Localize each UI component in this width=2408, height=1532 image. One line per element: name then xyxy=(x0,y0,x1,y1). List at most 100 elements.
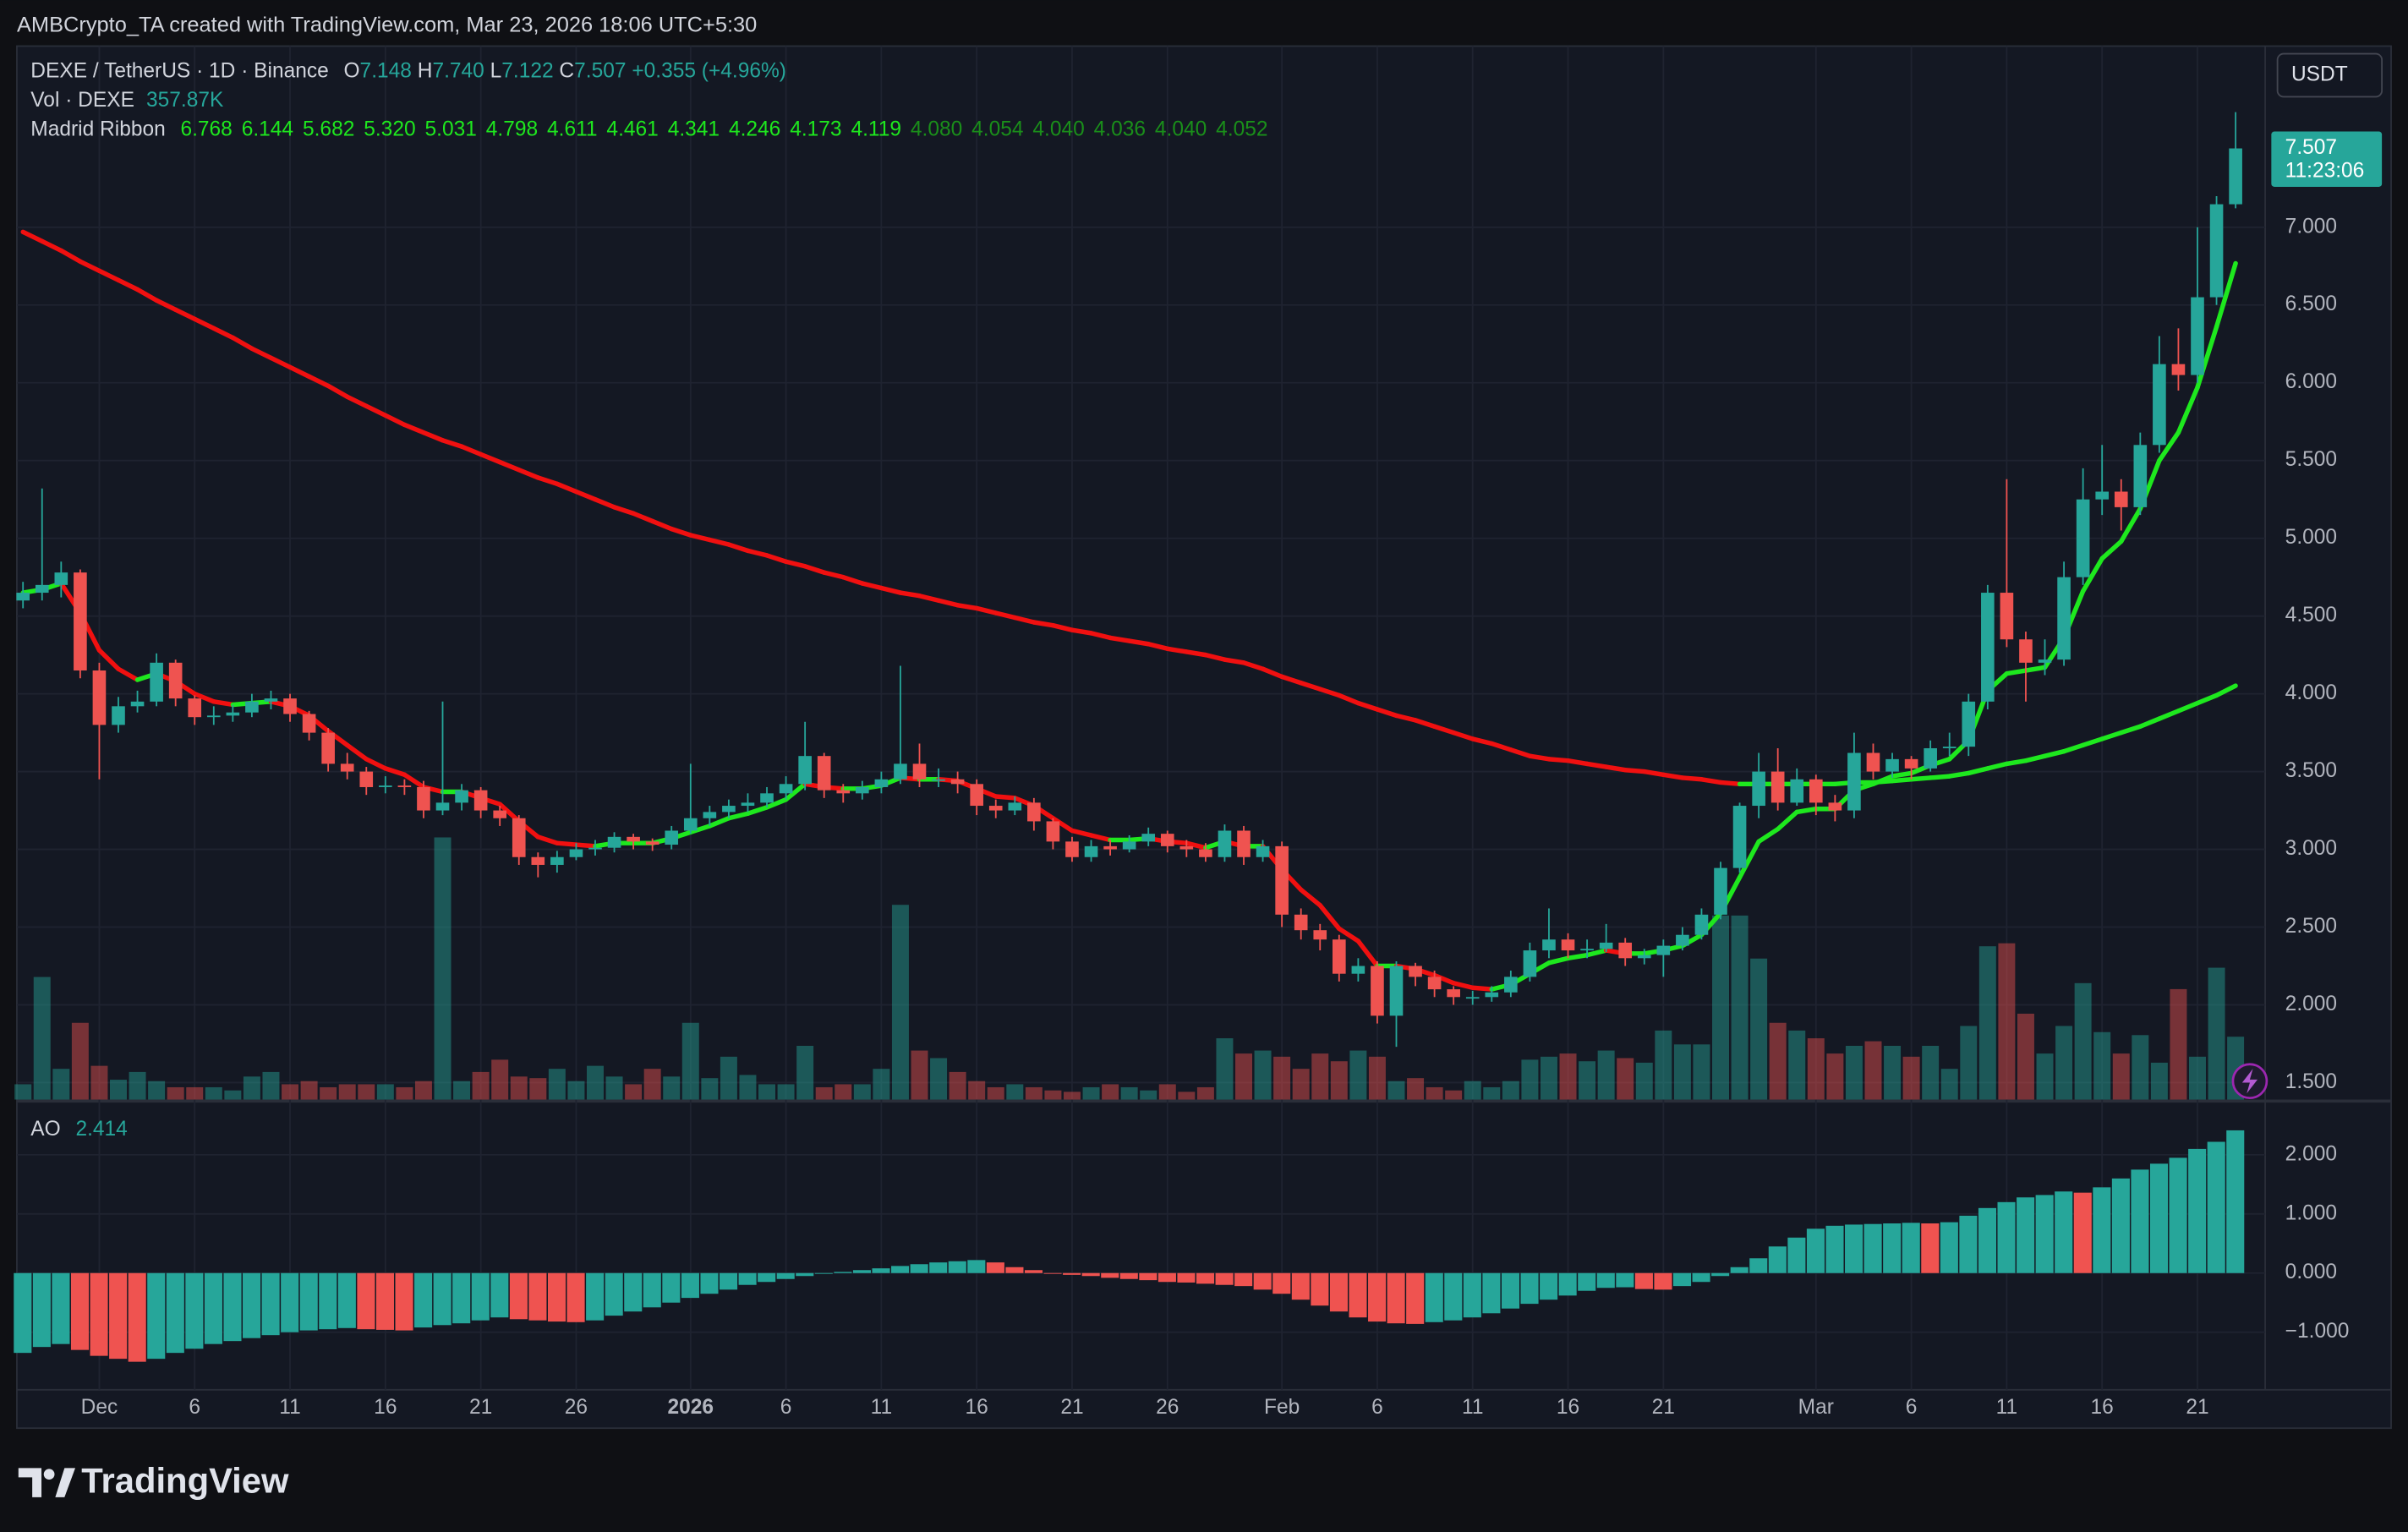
volume-bar xyxy=(1483,1086,1501,1100)
ribbon-line xyxy=(745,805,769,816)
candle-body xyxy=(264,698,278,702)
ribbon-line xyxy=(573,842,598,849)
legend-letter: O xyxy=(343,60,359,83)
volume-bar xyxy=(1978,946,1996,1100)
ao-bar xyxy=(357,1272,375,1330)
ao-bar xyxy=(52,1272,70,1344)
volume-bar xyxy=(1311,1053,1329,1100)
candle-body xyxy=(1542,939,1556,951)
ao-bar xyxy=(2055,1191,2073,1273)
ao-bar xyxy=(1043,1272,1062,1274)
volume-bar xyxy=(110,1080,127,1100)
ao-bar xyxy=(281,1272,299,1332)
ribbon-line xyxy=(1584,948,1609,958)
ao-value: 2.414 xyxy=(75,1118,127,1141)
ribbon-line xyxy=(1355,700,1380,712)
candle-body xyxy=(1027,802,1041,822)
candle-body xyxy=(1389,966,1404,1016)
ribbon-line xyxy=(2099,730,2124,741)
ribbon-line xyxy=(497,459,522,473)
ribbon-line xyxy=(1355,938,1380,969)
ribbon-line xyxy=(2099,539,2124,561)
ribbon-line xyxy=(611,505,636,516)
candle-body xyxy=(665,830,679,845)
candle-body xyxy=(988,806,1003,811)
volume-bar xyxy=(510,1076,528,1100)
ao-bar xyxy=(1101,1272,1119,1278)
candle-body xyxy=(1333,939,1346,974)
y-tick-label: 5.000 xyxy=(2285,526,2337,549)
volume-bar xyxy=(891,905,909,1100)
ao-bar xyxy=(433,1272,452,1326)
y-tick-label: 6.000 xyxy=(2285,370,2337,393)
candle-body xyxy=(1962,701,1976,747)
attribution: AMBCrypto_TA created with TradingView.co… xyxy=(17,14,757,37)
volume-bar xyxy=(453,1081,471,1100)
ribbon-value: 4.246 xyxy=(729,118,780,141)
volume-bar xyxy=(1445,1090,1463,1100)
x-tick-label: 21 xyxy=(1060,1396,1083,1419)
candle-body xyxy=(1351,966,1365,974)
candle-body xyxy=(932,779,945,781)
candle-body xyxy=(1599,942,1613,949)
currency-label[interactable]: USDT xyxy=(2291,63,2348,86)
ao-bar xyxy=(1177,1272,1196,1283)
candle-body xyxy=(16,593,30,601)
volume-bar xyxy=(90,1065,108,1100)
candle-body xyxy=(226,712,240,716)
volume-bar xyxy=(1235,1053,1253,1100)
ribbon-line xyxy=(1260,666,1284,680)
ribbon-line xyxy=(1413,718,1437,729)
candle-body xyxy=(836,790,851,794)
ribbon-line xyxy=(2137,716,2162,729)
ribbon-line xyxy=(2195,692,2219,706)
ribbon-line xyxy=(974,605,999,616)
candle-body xyxy=(493,810,506,818)
volume-bar xyxy=(2150,1062,2168,1100)
y-tick-label: 3.500 xyxy=(2285,759,2337,782)
ribbon-line xyxy=(2080,736,2104,748)
ribbon-line xyxy=(1088,631,1113,641)
legend-open: 7.148 xyxy=(360,60,412,83)
candle-body xyxy=(2191,297,2204,375)
volume-bar xyxy=(1254,1050,1272,1100)
ribbon-line xyxy=(2214,683,2238,698)
ribbon-line xyxy=(1337,692,1361,706)
ribbon-line xyxy=(1546,757,1571,763)
volume-bar xyxy=(2189,1056,2206,1100)
ribbon-line xyxy=(1203,652,1228,662)
candle-body xyxy=(1885,758,1899,772)
ribbon-value: 4.052 xyxy=(1216,118,1267,141)
x-tick-label: 6 xyxy=(1371,1396,1383,1419)
ribbon-line xyxy=(1431,724,1456,736)
candle-layer xyxy=(16,112,2242,1048)
candle-body xyxy=(1065,841,1079,857)
ao-bar xyxy=(414,1272,433,1328)
candle-body xyxy=(950,779,965,785)
ao-bar xyxy=(452,1272,471,1324)
ribbon-line xyxy=(517,468,541,480)
ao-bar xyxy=(1444,1272,1463,1321)
candle-body xyxy=(150,662,163,702)
candle-body xyxy=(2057,577,2071,660)
ao-bar xyxy=(1005,1267,1024,1273)
candle-body xyxy=(1790,779,1804,803)
volume-bar xyxy=(1292,1069,1310,1100)
ao-bar xyxy=(2073,1192,2092,1273)
volume-bar xyxy=(148,1081,166,1100)
ribbon-line xyxy=(58,248,83,264)
candle-body xyxy=(54,572,68,585)
ao-bar xyxy=(1883,1223,1902,1273)
currency-button[interactable] xyxy=(2276,52,2383,98)
ao-bar xyxy=(509,1272,528,1320)
ribbon-line xyxy=(1985,761,2010,771)
ao-bar xyxy=(776,1272,795,1279)
candle-body xyxy=(1218,830,1232,857)
ribbon-line xyxy=(96,268,121,283)
x-tick-label: Feb xyxy=(1264,1396,1300,1419)
ribbon-line xyxy=(860,581,884,591)
ribbon-line xyxy=(1298,887,1322,908)
volume-bar xyxy=(777,1084,795,1100)
ribbon-line xyxy=(1661,772,1685,780)
candle-body xyxy=(168,662,183,699)
